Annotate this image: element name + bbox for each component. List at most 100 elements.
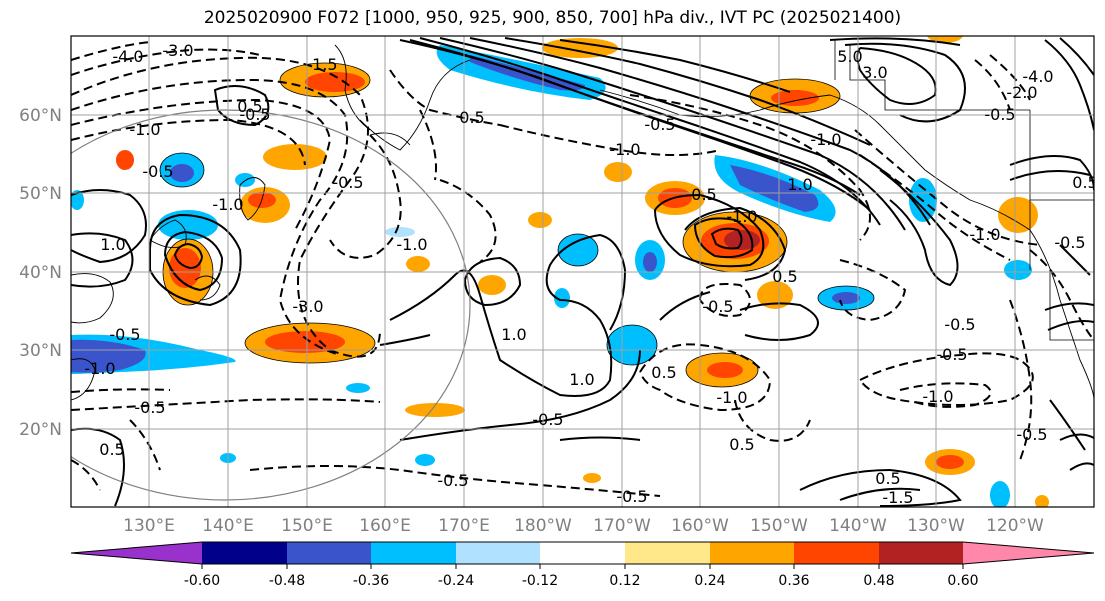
lat-label: 50°N (19, 184, 62, 204)
colorbar-segment (456, 542, 540, 564)
colorbar-tick-label: -0.12 (522, 573, 558, 589)
map-content: -4.0 -3.0 -1.5 -1.0 -0.5 -0.5 -1.0 -0.5 … (71, 36, 1097, 507)
positive-shading (116, 36, 1049, 507)
contour-label: 0.5 (772, 267, 797, 286)
coastlines (71, 40, 1094, 506)
contour-label: -1.0 (726, 207, 757, 226)
map-title: 2025020900 F072 [1000, 950, 925, 900, 85… (203, 8, 902, 28)
contour-label: -4.0 (112, 47, 143, 66)
lon-label: 120°W (986, 516, 1044, 536)
lon-label: 150°E (281, 516, 333, 536)
gridlines (71, 36, 1094, 507)
lon-label: 180°W (514, 516, 572, 536)
contour-label: -0.5 (702, 297, 733, 316)
contour-label: -3.0 (292, 297, 323, 316)
contour-label: 0.5 (729, 435, 754, 454)
contour-label: -2.0 (1006, 83, 1037, 102)
contour-label: 0.5 (1072, 173, 1097, 192)
contour-label: 0.5 (651, 363, 676, 382)
colorbar-segment (71, 542, 202, 564)
contour-label: -0.5 (239, 105, 270, 124)
colorbar-segment (963, 542, 1094, 564)
colorbar-tick-label: -0.24 (438, 573, 474, 589)
contour-label: -0.5 (984, 105, 1015, 124)
lon-label: 130°E (123, 516, 175, 536)
shading-outlines (159, 62, 875, 388)
contour-label: -0.5 (532, 410, 563, 429)
lon-label: 140°W (829, 516, 887, 536)
colorbar-tick-label: 0.36 (778, 573, 809, 589)
contour-label: -1.5 (882, 488, 913, 507)
colorbar-tick-label: 0.12 (609, 573, 640, 589)
lon-label: 170°W (593, 516, 651, 536)
contour-label: -4.0 (1022, 67, 1053, 86)
lon-label: 160°W (671, 516, 729, 536)
contour-label: 1.0 (501, 325, 526, 344)
contour-labels: -4.0 -3.0 -1.5 -1.0 -0.5 -0.5 -1.0 -0.5 … (84, 41, 1097, 507)
contour-label: -1.0 (922, 387, 953, 406)
contour-label: 1.0 (100, 235, 125, 254)
colorbar-segment (879, 542, 963, 564)
lon-label: 160°E (359, 516, 411, 536)
contour-label: -1.0 (609, 140, 640, 159)
lat-label: 60°N (19, 106, 62, 126)
colorbar-segment (287, 542, 371, 564)
contour-label: -1.5 (306, 55, 337, 74)
colorbar-segment (540, 542, 625, 564)
contour-label: -1.0 (969, 225, 1000, 244)
contour-label: -0.5 (134, 398, 165, 417)
colorbar-tick-label: 0.48 (863, 573, 894, 589)
lat-label: 40°N (19, 263, 62, 283)
range-circle (71, 109, 471, 501)
contour-label: -0.5 (332, 173, 363, 192)
contour-label: -1.0 (396, 235, 427, 254)
contour-label: -1.0 (129, 120, 160, 139)
contour-label: -3.0 (162, 41, 193, 60)
lon-label: 150°W (750, 516, 808, 536)
contour-label: -0.5 (1054, 233, 1085, 252)
contour-label: 0.5 (691, 185, 716, 204)
contour-label: 0.5 (237, 97, 262, 116)
contour-label: -1.0 (810, 130, 841, 149)
colorbar-tick-label: -0.60 (184, 573, 220, 589)
colorbar-segment (710, 542, 794, 564)
contour-label: -1.0 (84, 359, 115, 378)
contour-label: -0.5 (644, 115, 675, 134)
lon-label: 170°E (438, 516, 490, 536)
colorbar-tick-label: -0.36 (353, 573, 389, 589)
contour-label: 5.0 (837, 47, 862, 66)
latitude-labels: 60°N 50°N 40°N 30°N 20°N (19, 106, 62, 440)
colorbar: -0.60 -0.48 -0.36 -0.24 -0.12 0.12 0.24 … (70, 541, 1095, 589)
lon-label: 140°E (202, 516, 254, 536)
contour-label: -0.5 (1016, 425, 1047, 444)
map-frame (70, 35, 1095, 508)
colorbar-segment (371, 542, 456, 564)
lon-label: 130°W (907, 516, 965, 536)
contour-label: 0.5 (875, 469, 900, 488)
positive-contours (71, 37, 1094, 507)
colorbar-tick-label: 0.24 (694, 573, 725, 589)
contour-label: 1.0 (569, 370, 594, 389)
contour-label: -0.5 (936, 345, 967, 364)
contour-label: -1.0 (212, 195, 243, 214)
contour-label: 0.5 (459, 108, 484, 127)
contour-label: -0.5 (109, 325, 140, 344)
lat-label: 20°N (19, 420, 62, 440)
colorbar-ticks (201, 564, 964, 569)
negative-contours (71, 41, 1094, 497)
colorbar-segment (794, 542, 879, 564)
contour-label: -0.5 (142, 162, 173, 181)
contour-label: 1.0 (787, 175, 812, 194)
colorbar-segment (202, 542, 287, 564)
borders (834, 40, 1094, 341)
lat-label: 30°N (19, 341, 62, 361)
contour-label: -0.5 (944, 315, 975, 334)
longitude-labels: 130°E 140°E 150°E 160°E 170°E 180°W 170°… (123, 516, 1044, 536)
colorbar-segment (625, 542, 710, 564)
contour-label: 3.0 (862, 63, 887, 82)
contour-label: -0.5 (616, 487, 647, 506)
colorbar-tick-label: 0.60 (947, 573, 978, 589)
contour-label: -1.0 (716, 388, 747, 407)
colorbar-tick-label: -0.48 (269, 573, 305, 589)
